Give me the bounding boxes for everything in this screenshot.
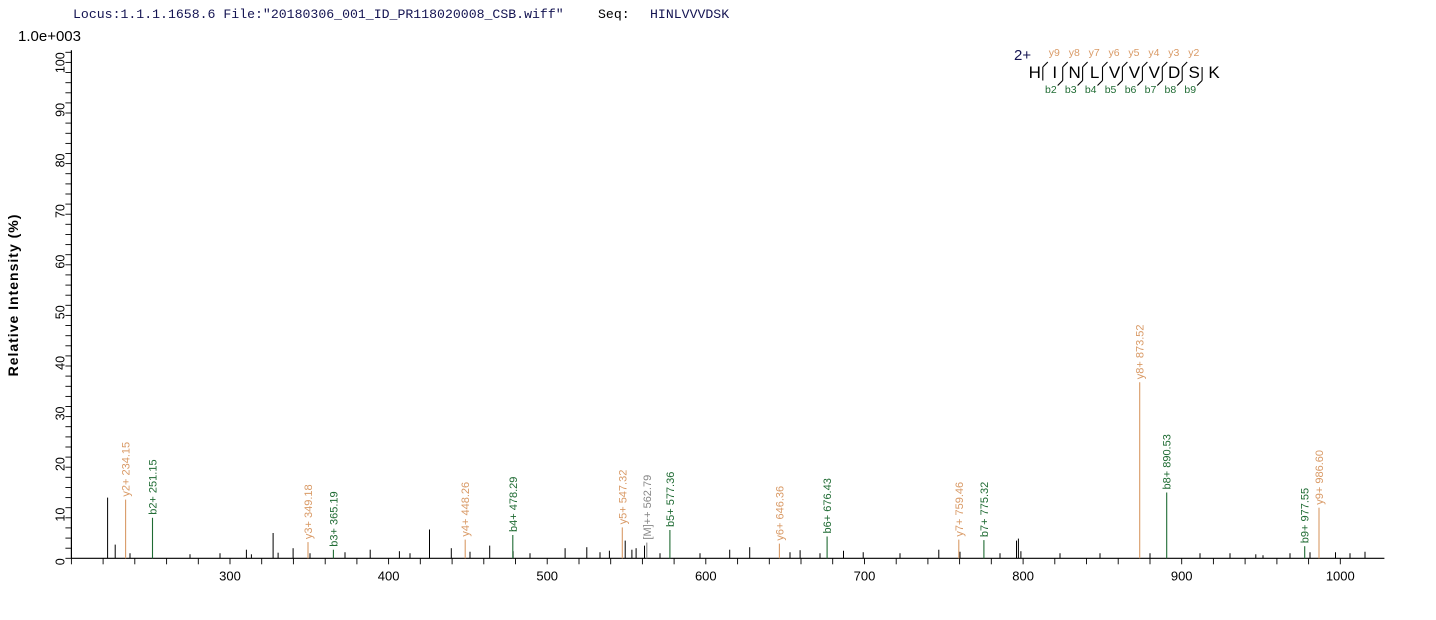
svg-text:S: S [1189, 63, 1200, 82]
svg-text:b4: b4 [1085, 84, 1097, 96]
svg-text:y4: y4 [1148, 47, 1159, 59]
svg-text:y5: y5 [1128, 47, 1139, 59]
svg-text:V: V [1129, 63, 1141, 82]
svg-text:N: N [1068, 63, 1080, 82]
svg-text:y7: y7 [1089, 47, 1100, 59]
svg-text:I: I [1052, 63, 1057, 82]
svg-text:b8: b8 [1165, 84, 1177, 96]
svg-text:L: L [1090, 63, 1099, 82]
svg-text:D: D [1168, 63, 1180, 82]
svg-text:V: V [1109, 63, 1121, 82]
svg-text:b6: b6 [1125, 84, 1137, 96]
svg-text:y3: y3 [1168, 47, 1179, 59]
svg-text:b3: b3 [1065, 84, 1077, 96]
svg-text:y8: y8 [1069, 47, 1080, 59]
svg-text:b5: b5 [1105, 84, 1117, 96]
svg-text:y9: y9 [1049, 47, 1060, 59]
svg-text:K: K [1208, 63, 1220, 82]
svg-text:V: V [1149, 63, 1161, 82]
svg-text:H: H [1029, 63, 1041, 82]
svg-text:y2: y2 [1188, 47, 1199, 59]
svg-text:b9: b9 [1184, 84, 1196, 96]
svg-text:b7: b7 [1145, 84, 1157, 96]
svg-text:2+: 2+ [1014, 47, 1031, 64]
svg-text:b2: b2 [1045, 84, 1057, 96]
svg-text:y6: y6 [1109, 47, 1120, 59]
